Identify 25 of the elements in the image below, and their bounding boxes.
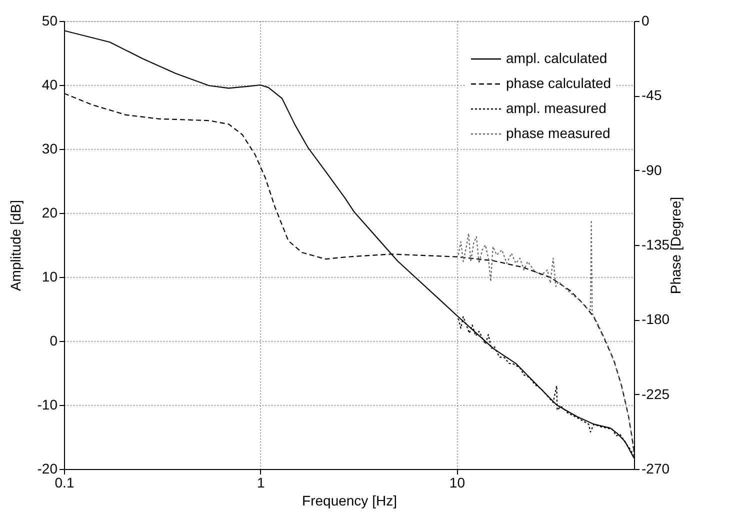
y-tick-label: 10 <box>42 268 58 284</box>
y-tick-label: -20 <box>37 460 58 476</box>
y-tick-label: 20 <box>42 204 58 220</box>
y2-tick-label: -90 <box>642 162 662 178</box>
y-tick-label: 30 <box>42 140 58 156</box>
y2-tick-label: 0 <box>642 12 650 28</box>
y-tick-label: 50 <box>42 12 58 28</box>
x-tick-label: 0.1 <box>54 474 74 490</box>
y2-tick-label: -45 <box>642 87 662 104</box>
x-axis-title: Frequency [Hz] <box>302 492 397 508</box>
y2-tick-label: -225 <box>642 386 670 402</box>
y-tick-label: -10 <box>37 396 58 412</box>
legend-label: ampl. measured <box>506 100 606 116</box>
legend-label: phase calculated <box>506 75 612 91</box>
x-tick-label: 10 <box>449 474 466 490</box>
y2-axis-title: Phase [Degree] <box>668 196 684 294</box>
y-tick-label: 40 <box>42 76 58 92</box>
y2-tick-label: -135 <box>642 236 670 252</box>
x-tick-label: 1 <box>256 474 265 490</box>
y-axis-title: Amplitude [dB] <box>7 200 24 292</box>
y2-tick-label: -270 <box>642 460 670 476</box>
legend-label: ampl. calculated <box>506 50 608 66</box>
legend-label: phase measured <box>506 125 610 141</box>
y-tick-label: 0 <box>50 332 58 348</box>
y2-tick-label: -180 <box>642 311 670 328</box>
